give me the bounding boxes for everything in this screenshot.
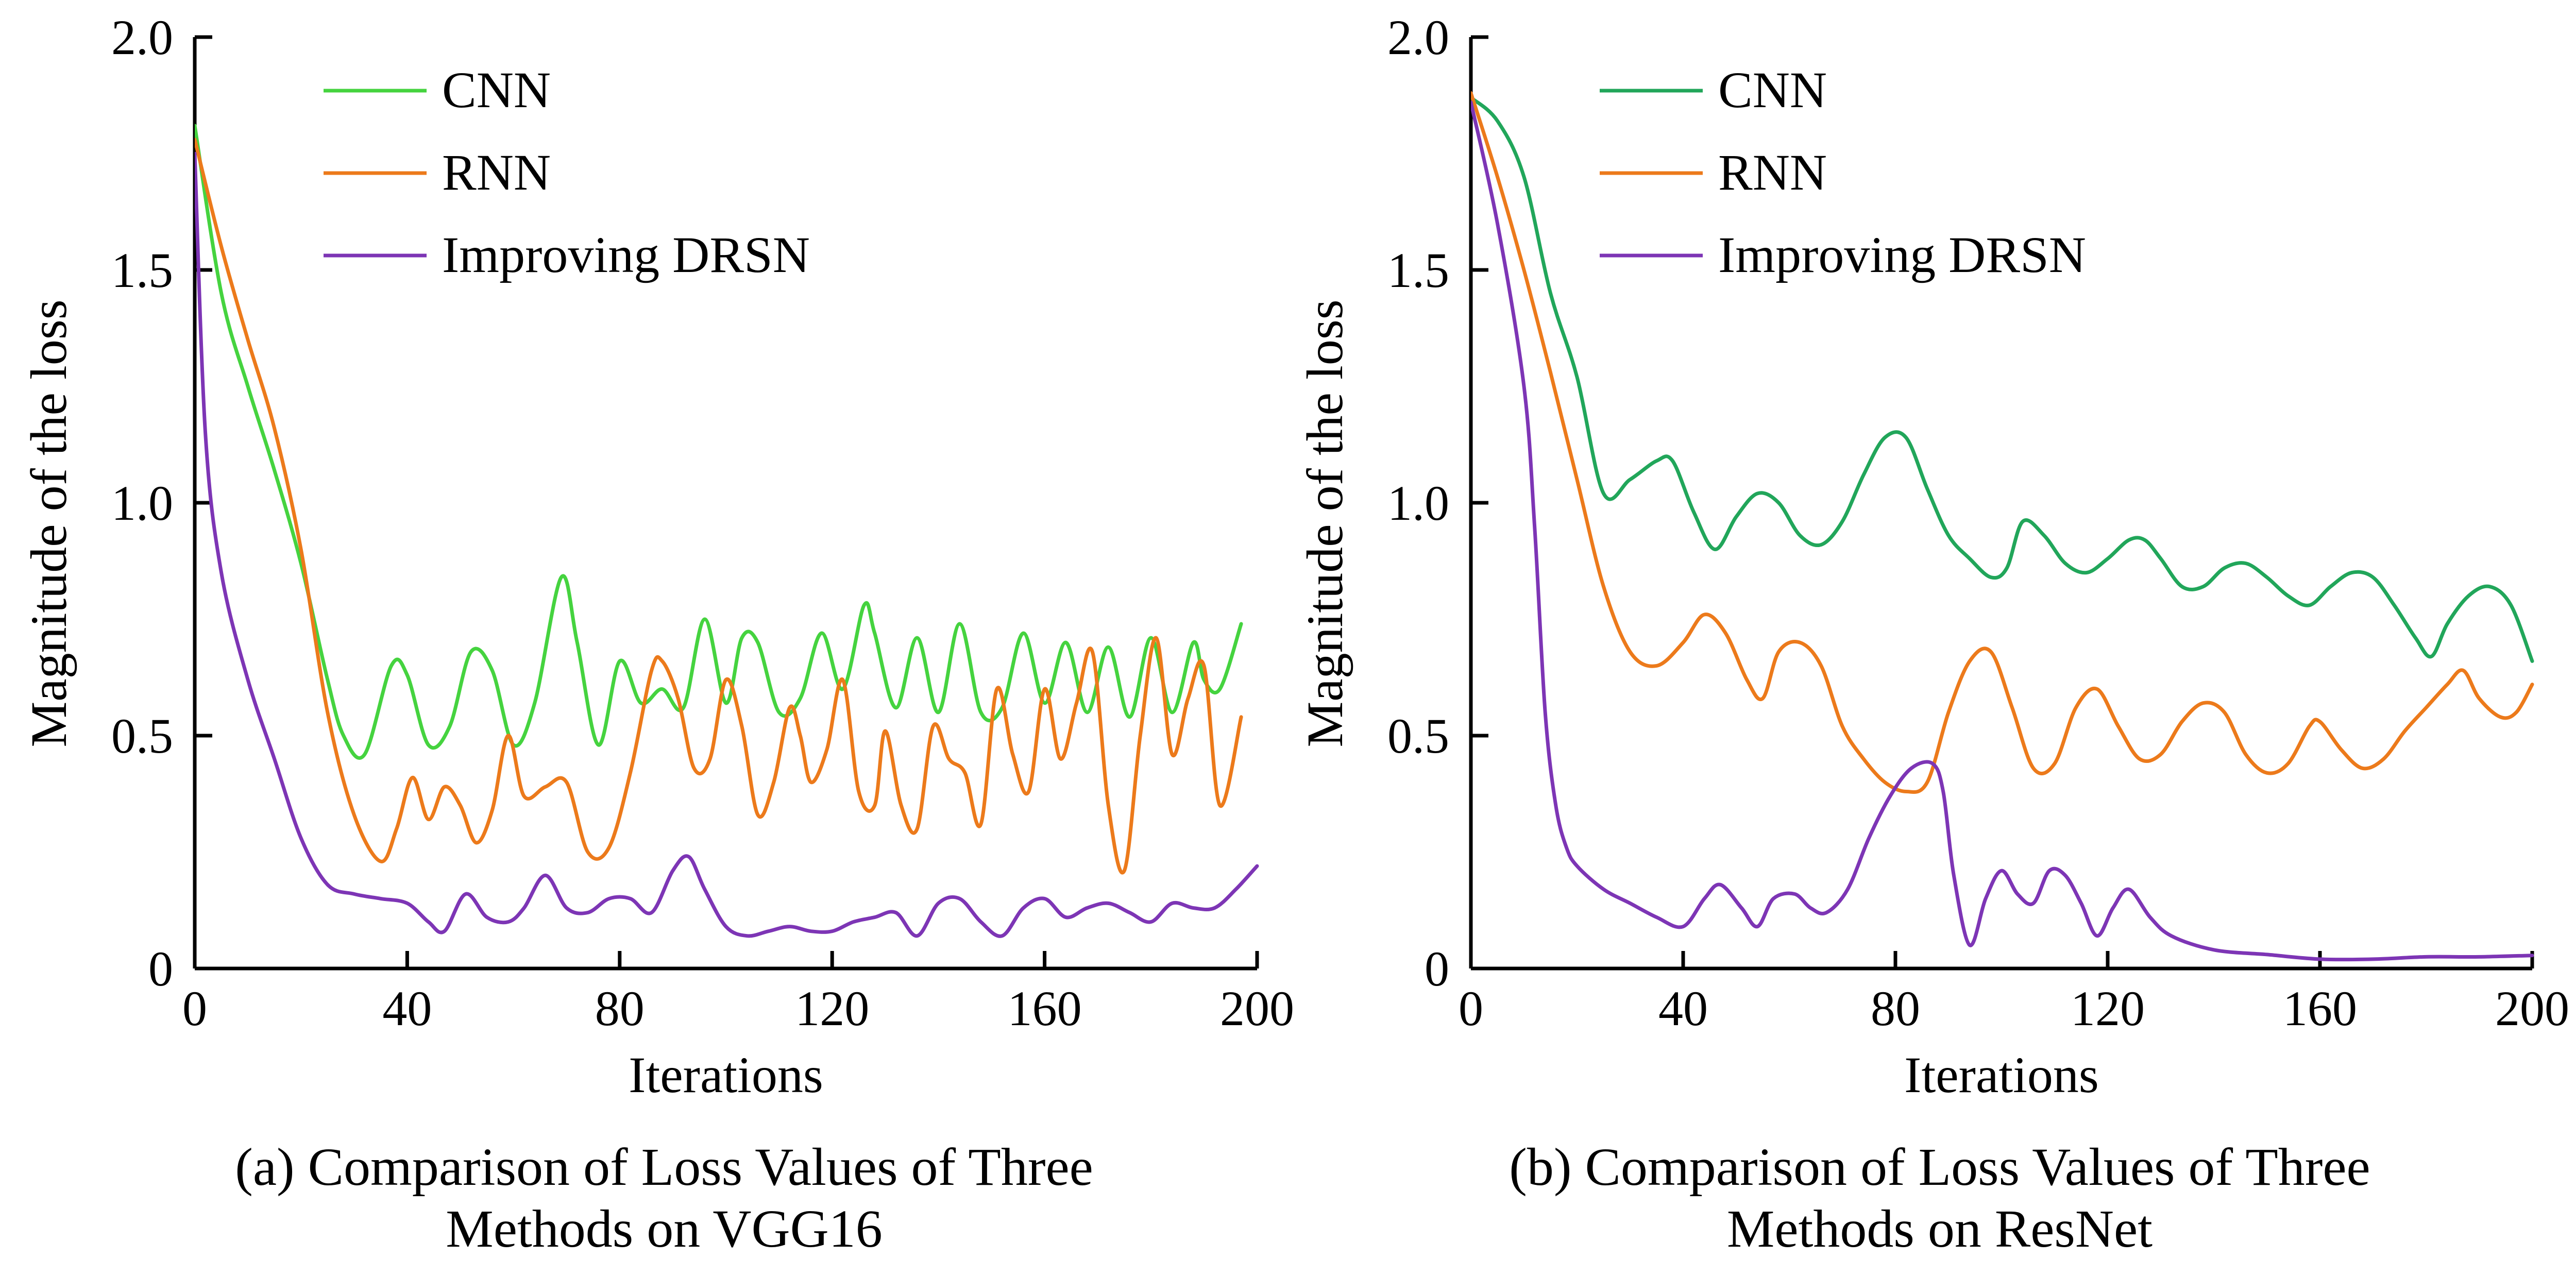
legend: CNN RNN Improving DRSN: [324, 61, 810, 283]
y-tick-label: 1.0: [111, 475, 173, 531]
y-tick-label: 1.5: [111, 243, 173, 298]
chart-caption-line: (a) Comparison of Loss Values of Three: [235, 1137, 1093, 1197]
series-line-cnn: [195, 124, 1243, 760]
series-line-rnn: [195, 138, 1243, 875]
x-tick-label: 160: [2283, 981, 2357, 1036]
x-tick-label: 40: [382, 981, 432, 1036]
legend-label: RNN: [1718, 144, 1827, 201]
y-tick-label: 0.5: [1387, 708, 1449, 763]
legend-label: CNN: [442, 61, 551, 118]
series-line-improving-drsn: [195, 151, 1259, 938]
y-tick-label: 0.5: [111, 708, 173, 763]
x-tick-label: 0: [182, 981, 207, 1036]
legend-label: Improving DRSN: [1718, 226, 2086, 283]
x-tick-label: 160: [1008, 981, 1082, 1036]
chart-caption-line: Methods on VGG16: [446, 1199, 882, 1259]
x-tick-label: 120: [2071, 981, 2145, 1036]
x-tick-label: 120: [795, 981, 869, 1036]
legend: CNN RNN Improving DRSN: [1600, 61, 2086, 283]
chart-caption-line: Methods on ResNet: [1727, 1199, 2153, 1259]
x-tick-label: 80: [1871, 981, 1920, 1036]
y-axis-title: Magnitude of the loss: [20, 299, 77, 747]
y-tick-label: 2.0: [1387, 10, 1449, 65]
x-tick-label: 80: [595, 981, 645, 1036]
y-tick-label: 1.0: [1387, 475, 1449, 531]
legend-label: CNN: [1718, 61, 1827, 118]
series-group: [1471, 91, 2534, 962]
y-tick-label: 1.5: [1387, 243, 1449, 298]
x-tick-label: 40: [1658, 981, 1708, 1036]
series-group: [195, 124, 1259, 938]
y-tick-label: 0: [148, 941, 173, 996]
series-line-cnn: [1471, 96, 2534, 663]
x-tick-label: 200: [1220, 981, 1294, 1036]
y-axis-title: Magnitude of the loss: [1296, 299, 1353, 747]
series-line-rnn: [1471, 91, 2534, 794]
chart-panel-b: 0 0.5 1.0 1.5 2.0 0 40 80 120 160 200 Iterations Mag…: [1296, 10, 2569, 1259]
x-tick-label: 200: [2495, 981, 2569, 1036]
x-axis-title: Iterations: [1904, 1046, 2099, 1103]
y-tick-label: 0: [1425, 941, 1449, 996]
legend-label: RNN: [442, 144, 551, 201]
legend-label: Improving DRSN: [442, 226, 810, 283]
x-tick-label: 0: [1459, 981, 1483, 1036]
chart-caption-line: (b) Comparison of Loss Values of Three: [1509, 1137, 2370, 1197]
y-tick-label: 2.0: [111, 10, 173, 65]
series-line-improving-drsn: [1471, 100, 2534, 962]
chart-panel-a: 0 0.5 1.0 1.5 2.0 0 40 80 120 160 200 Iterations Mag…: [20, 10, 1294, 1259]
x-axis-title: Iterations: [629, 1046, 823, 1103]
